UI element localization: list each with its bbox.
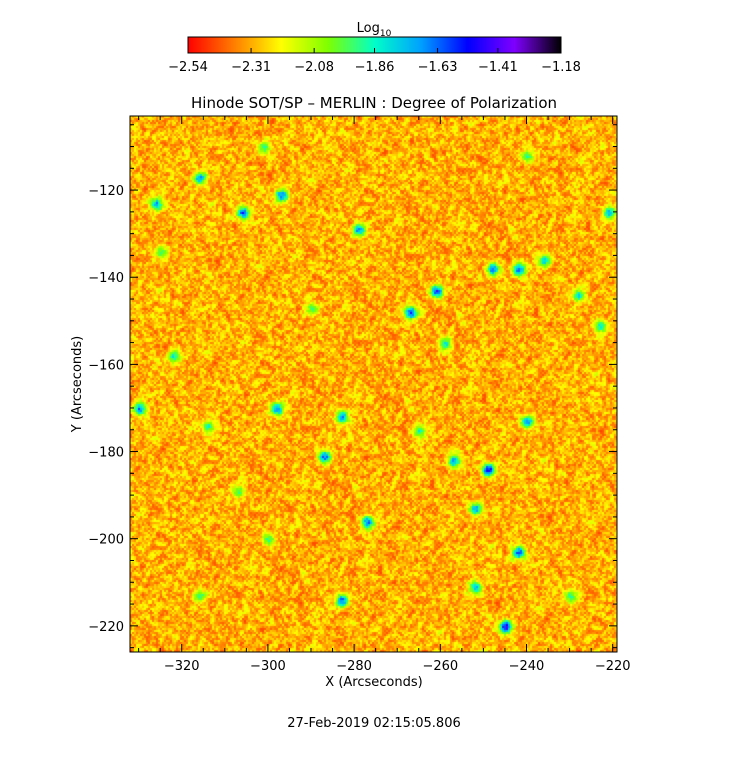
y-tick-label: −120 (88, 184, 124, 199)
y-tick-label: −140 (88, 271, 124, 286)
x-tick-label: −220 (595, 659, 631, 674)
x-tick-label: −280 (336, 659, 372, 674)
y-axis-label: Y (Arcseconds) (70, 336, 85, 433)
x-axis-label: X (Arcseconds) (325, 675, 422, 690)
colorbar-label: Log10 (357, 21, 392, 39)
colorbar-label-base: Log (357, 21, 380, 36)
plot-area (130, 116, 617, 652)
chart-title: Hinode SOT/SP – MERLIN : Degree of Polar… (191, 94, 557, 112)
y-tick-label: −200 (88, 533, 124, 548)
colorbar-tick-label: −1.63 (418, 60, 458, 75)
x-tick-label: −240 (509, 659, 545, 674)
y-tick-label: −160 (88, 358, 124, 373)
x-axis: −320 −300 −280 −260 −240 −220 (138, 116, 631, 674)
y-tick-label: −220 (88, 620, 124, 635)
colorbar-tick-label: −2.08 (294, 60, 334, 75)
y-tick-label: −180 (88, 446, 124, 461)
colorbar-label-subscript: 10 (380, 29, 392, 39)
heatmap-image (130, 116, 617, 652)
colorbar-tick-label: −1.41 (478, 60, 518, 75)
timestamp: 27-Feb-2019 02:15:05.806 (287, 716, 461, 731)
plot-frame (129, 115, 618, 653)
x-tick-label: −260 (422, 659, 458, 674)
x-tick-label: −300 (250, 659, 286, 674)
colorbar-tick-label: −1.86 (355, 60, 395, 75)
x-tick-label: −320 (164, 659, 200, 674)
colorbar: Log10 −2.54 −2.31 −2.08 −1.86 −1.63 −1.41 −1.1… (168, 21, 581, 75)
y-axis: −120 −140 −160 −180 −200 −220 (88, 124, 617, 649)
colorbar-tick-label: −2.31 (231, 60, 271, 75)
colorbar-ticks: −2.54 −2.31 −2.08 −1.86 −1.63 −1.41 −1.18 (168, 48, 581, 75)
colorbar-tick-label: −1.18 (541, 60, 581, 75)
colorbar-tick-label: −2.54 (168, 60, 208, 75)
